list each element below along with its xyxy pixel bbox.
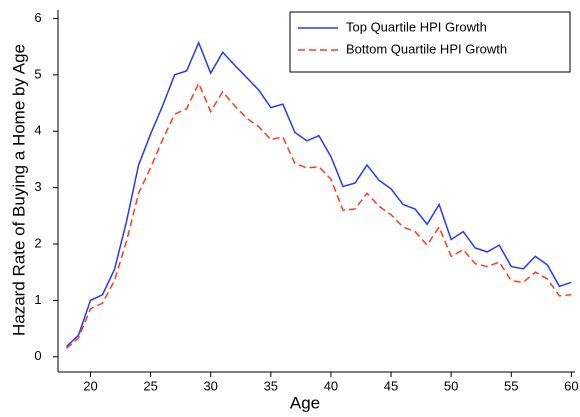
x-tick-label: 60 [564,378,578,393]
y-tick-label: 6 [34,10,41,25]
legend-label: Top Quartile HPI Growth [346,19,487,34]
x-tick-label: 45 [384,378,398,393]
y-axis-label: Hazard Rate of Buying a Home by Age [9,44,28,336]
x-axis-label: Age [290,393,320,412]
x-tick-label: 50 [444,378,458,393]
x-tick-label: 30 [203,378,217,393]
x-tick-label: 55 [504,378,518,393]
y-tick-label: 4 [34,123,41,138]
legend-label: Bottom Quartile HPI Growth [346,41,507,56]
x-tick-label: 25 [143,378,157,393]
y-tick-label: 2 [34,235,41,250]
data-line [65,40,572,348]
data-line [65,81,572,349]
y-tick-label: 1 [34,292,41,307]
x-tick-label: 20 [83,378,97,393]
x-tick-label: 40 [324,378,338,393]
legend-box [289,11,571,73]
x-tick-label: 35 [264,378,278,393]
y-tick-label: 5 [34,66,41,81]
y-tick-label: 3 [34,179,41,194]
y-tick-label: 0 [34,348,41,363]
